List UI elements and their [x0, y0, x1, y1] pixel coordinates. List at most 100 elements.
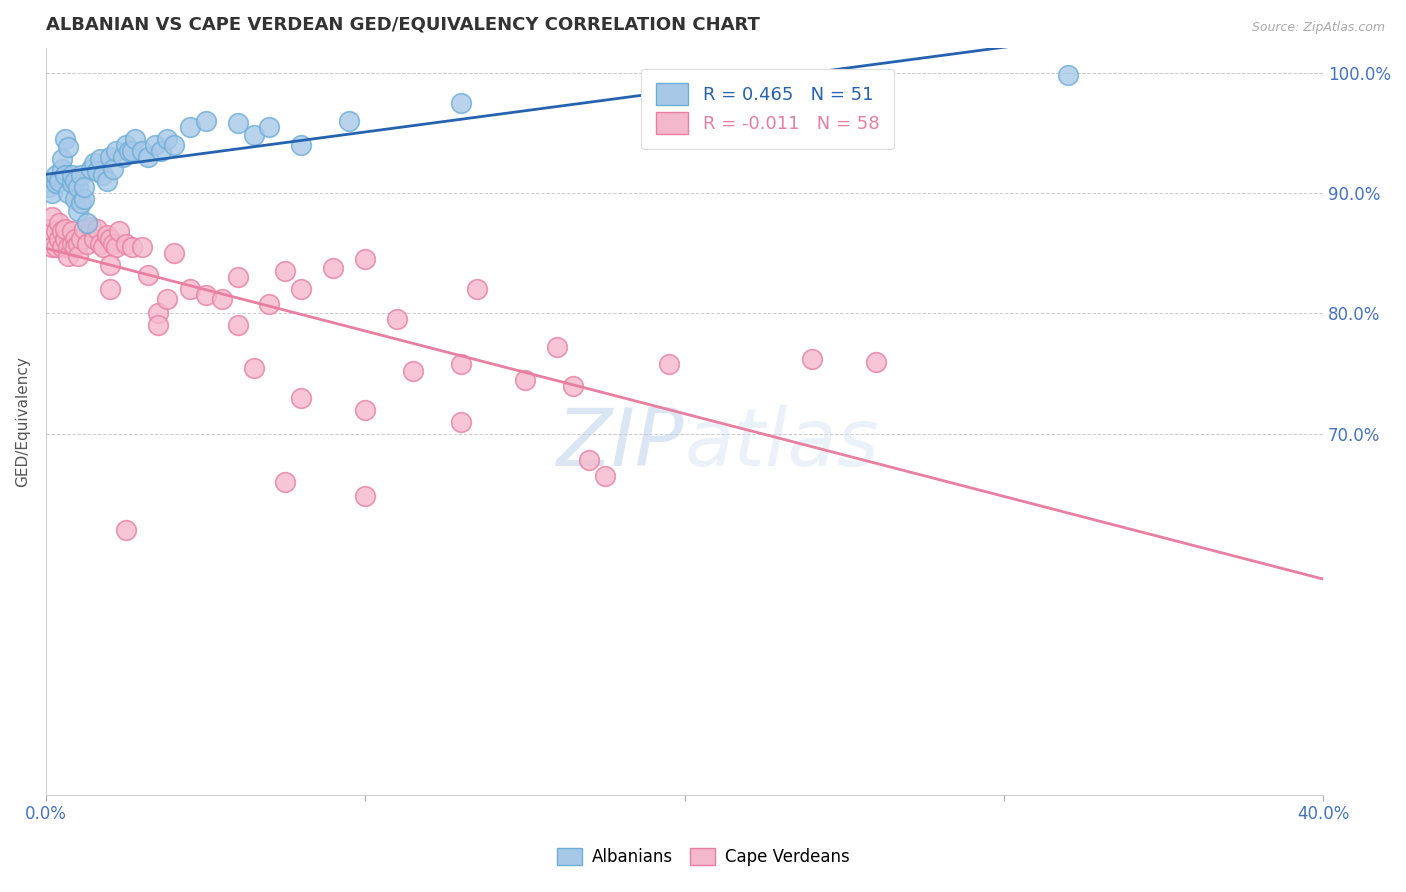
Point	[51, 161, 73, 176]
Point	[93, 240, 115, 254]
Point	[58, 140, 80, 154]
Point	[259, 297, 281, 311]
Point	[41, 186, 63, 200]
Point	[354, 490, 377, 504]
Point	[163, 137, 186, 152]
Point	[63, 240, 86, 254]
Point	[801, 352, 824, 367]
Text: ZIP: ZIP	[557, 405, 685, 483]
Point	[60, 225, 83, 239]
Point	[45, 168, 67, 182]
Point	[101, 236, 124, 251]
Point	[242, 128, 264, 143]
Point	[48, 216, 70, 230]
Point	[146, 306, 169, 320]
Point	[465, 282, 488, 296]
Point	[41, 240, 63, 254]
Point	[86, 164, 108, 178]
Point	[121, 240, 143, 254]
Point	[60, 168, 83, 182]
Point	[70, 168, 93, 182]
Point	[53, 222, 76, 236]
Point	[114, 523, 136, 537]
Point	[450, 415, 472, 429]
Point	[179, 282, 201, 296]
Point	[60, 177, 83, 191]
Point	[58, 240, 80, 254]
Point	[45, 225, 67, 239]
Point	[98, 282, 121, 296]
Point	[156, 292, 179, 306]
Point	[58, 186, 80, 200]
Point	[194, 113, 217, 128]
Point	[146, 318, 169, 333]
Point	[450, 95, 472, 110]
Point	[45, 177, 67, 191]
Point	[63, 192, 86, 206]
Point	[290, 282, 312, 296]
Point	[73, 180, 96, 194]
Point	[105, 240, 128, 254]
Point	[114, 137, 136, 152]
Point	[51, 240, 73, 254]
Point	[70, 195, 93, 210]
Point	[546, 340, 568, 354]
Point	[79, 219, 101, 234]
Point	[76, 216, 98, 230]
Text: Source: ZipAtlas.com: Source: ZipAtlas.com	[1251, 21, 1385, 35]
Point	[274, 264, 297, 278]
Point	[402, 364, 425, 378]
Point	[60, 236, 83, 251]
Y-axis label: GED/Equivalency: GED/Equivalency	[15, 356, 30, 487]
Point	[83, 232, 105, 246]
Point	[450, 357, 472, 371]
Point	[1056, 68, 1078, 82]
Point	[211, 292, 233, 306]
Point	[98, 150, 121, 164]
Point	[66, 180, 89, 194]
Point	[124, 132, 146, 146]
Point	[63, 232, 86, 246]
Point	[73, 192, 96, 206]
Point	[38, 222, 60, 236]
Point	[76, 236, 98, 251]
Point	[274, 475, 297, 489]
Point	[578, 453, 600, 467]
Point	[865, 354, 887, 368]
Point	[79, 161, 101, 176]
Point	[98, 232, 121, 246]
Point	[101, 161, 124, 176]
Point	[83, 156, 105, 170]
Point	[51, 225, 73, 239]
Point	[290, 137, 312, 152]
Point	[179, 120, 201, 134]
Point	[194, 288, 217, 302]
Point	[131, 240, 153, 254]
Point	[156, 132, 179, 146]
Point	[96, 228, 118, 243]
Point	[96, 174, 118, 188]
Point	[226, 270, 249, 285]
Point	[259, 120, 281, 134]
Legend: Albanians, Cape Verdeans: Albanians, Cape Verdeans	[550, 841, 856, 873]
Point	[45, 240, 67, 254]
Point	[48, 174, 70, 188]
Point	[48, 232, 70, 246]
Point	[226, 116, 249, 130]
Point	[98, 258, 121, 272]
Point	[53, 168, 76, 182]
Point	[89, 236, 111, 251]
Point	[136, 268, 159, 282]
Point	[41, 210, 63, 224]
Point	[561, 378, 583, 392]
Point	[163, 246, 186, 260]
Point	[226, 318, 249, 333]
Point	[242, 360, 264, 375]
Point	[322, 260, 344, 275]
Point	[593, 469, 616, 483]
Point	[121, 144, 143, 158]
Point	[66, 249, 89, 263]
Point	[290, 391, 312, 405]
Text: atlas: atlas	[685, 405, 879, 483]
Legend: R = 0.465   N = 51, R = -0.011   N = 58: R = 0.465 N = 51, R = -0.011 N = 58	[641, 69, 894, 149]
